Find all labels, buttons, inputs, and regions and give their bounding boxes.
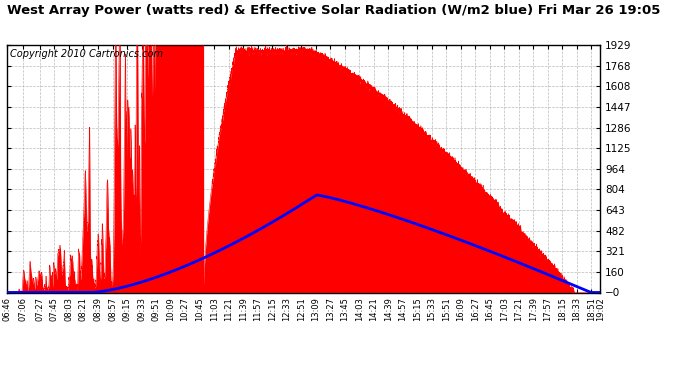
Text: Copyright 2010 Cartronics.com: Copyright 2010 Cartronics.com [10, 49, 163, 59]
Text: West Array Power (watts red) & Effective Solar Radiation (W/m2 blue) Fri Mar 26 : West Array Power (watts red) & Effective… [7, 4, 660, 17]
